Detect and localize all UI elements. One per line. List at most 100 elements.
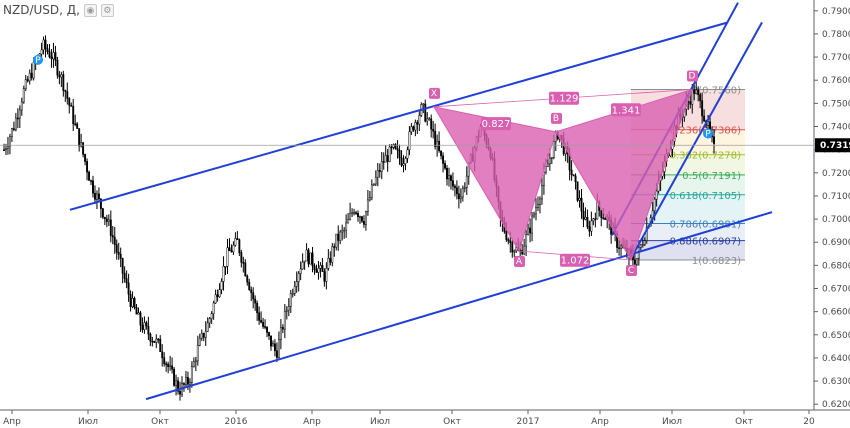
candle-body-217: [432, 128, 435, 132]
fib-label-0: 0(0.7560): [692, 85, 741, 96]
candle-body-275: [546, 163, 549, 168]
candle-body-265: [527, 227, 530, 235]
candle-body-124: [248, 282, 251, 291]
candle-body-272: [540, 185, 543, 200]
candle-body-348: [691, 89, 694, 105]
candle-body-62: [125, 278, 128, 284]
channel-inner-2: [629, 21, 763, 261]
candle-body-359: [713, 136, 715, 144]
channel-lower: [145, 211, 773, 401]
candle-body-89: [179, 390, 181, 395]
candle-body-232: [461, 187, 464, 198]
candle-body-274: [544, 166, 547, 173]
candle-body-58: [117, 252, 120, 255]
candle-body-109: [218, 289, 221, 298]
candle-body-33: [68, 98, 71, 106]
candle-body-59: [119, 253, 122, 259]
candle-body-263: [523, 245, 526, 255]
candle-body-6: [14, 117, 17, 130]
candle-body-106: [212, 302, 215, 314]
candle-body-139: [277, 339, 280, 358]
candle-body-143: [285, 309, 288, 312]
pattern-markers: PP: [33, 54, 713, 139]
y-tick-label-17: 0.6200: [822, 400, 850, 410]
candle-body-323: [641, 244, 644, 246]
candle-body-229: [455, 187, 458, 195]
candle-body-81: [163, 357, 166, 365]
candle-body-24: [50, 56, 53, 60]
candle-body-198: [394, 144, 397, 149]
candle-body-115: [230, 250, 233, 253]
candle-body-1: [5, 148, 7, 151]
candle-body-36: [74, 123, 77, 126]
candle-body-145: [289, 293, 292, 307]
candle-body-70: [141, 324, 144, 330]
harmonic-pattern: X A B C D 0.827 1.072 1.129 1.341: [429, 70, 698, 277]
candle-body-153: [305, 249, 308, 262]
candle-body-112: [224, 265, 227, 268]
candle-body-39: [80, 142, 83, 147]
candle-body-273: [542, 171, 545, 186]
candle-body-14: [30, 72, 33, 79]
candle-body-167: [333, 246, 336, 248]
pattern-point-a: A: [516, 257, 523, 267]
candle-body-356: [707, 121, 710, 126]
candle-body-97: [194, 360, 197, 363]
x-tick-label-4: Апр: [303, 417, 321, 427]
fib-label-4: 0.618(0.7105): [670, 191, 742, 202]
fib-label-2: 0.382(0.7278): [670, 151, 742, 162]
candle-body-214: [426, 118, 429, 122]
eye-icon[interactable]: ◉: [83, 3, 97, 17]
candle-body-129: [258, 312, 261, 321]
candle-body-83: [167, 363, 170, 368]
candle-body-133: [266, 326, 268, 333]
candle-body-200: [398, 149, 401, 159]
candle-body-351: [697, 89, 700, 96]
candle-body-290: [576, 181, 579, 201]
candle-body-122: [244, 262, 247, 277]
candle-body-118: [236, 238, 239, 241]
candle-body-289: [574, 175, 577, 182]
candle-body-142: [283, 310, 286, 330]
candle-body-111: [222, 266, 225, 282]
candle-body-179: [357, 213, 359, 217]
candle-body-127: [254, 298, 257, 304]
candle-body-45: [92, 180, 94, 194]
candle-body-47: [96, 193, 98, 200]
candle-body-197: [392, 144, 395, 148]
candle-body-26: [54, 52, 57, 61]
candle-body-156: [311, 252, 314, 267]
candle-body-222: [442, 155, 445, 164]
candle-body-2: [7, 145, 9, 149]
candle-body-207: [412, 126, 415, 131]
candle-body-113: [226, 247, 229, 267]
candle-body-325: [645, 227, 648, 242]
candle-body-86: [173, 368, 176, 386]
candle-body-67: [135, 307, 138, 315]
candle-body-152: [303, 260, 306, 263]
candle-body-255: [507, 239, 510, 242]
candle-body-226: [450, 175, 452, 181]
candle-body-110: [220, 281, 223, 290]
x-tick-label-9: Июл: [662, 417, 682, 427]
candle-body-353: [701, 100, 704, 117]
candle-body-183: [364, 211, 367, 225]
x-tick-label-5: Июл: [370, 417, 390, 427]
candle-body-319: [633, 259, 636, 265]
candle-body-185: [368, 197, 371, 201]
candle-body-94: [188, 382, 191, 385]
candle-body-177: [353, 212, 356, 214]
settings-icon[interactable]: ⚙: [100, 3, 114, 17]
x-axis[interactable]: Апр Июл Окт 2016 Апр Июл Окт 2017 Апр Июл Окт 20: [3, 410, 815, 427]
symbol-title[interactable]: NZD/USD, Д,: [3, 3, 80, 17]
candle-body-259: [515, 247, 518, 252]
candle-body-322: [639, 244, 642, 248]
candle-body-131: [262, 321, 265, 327]
